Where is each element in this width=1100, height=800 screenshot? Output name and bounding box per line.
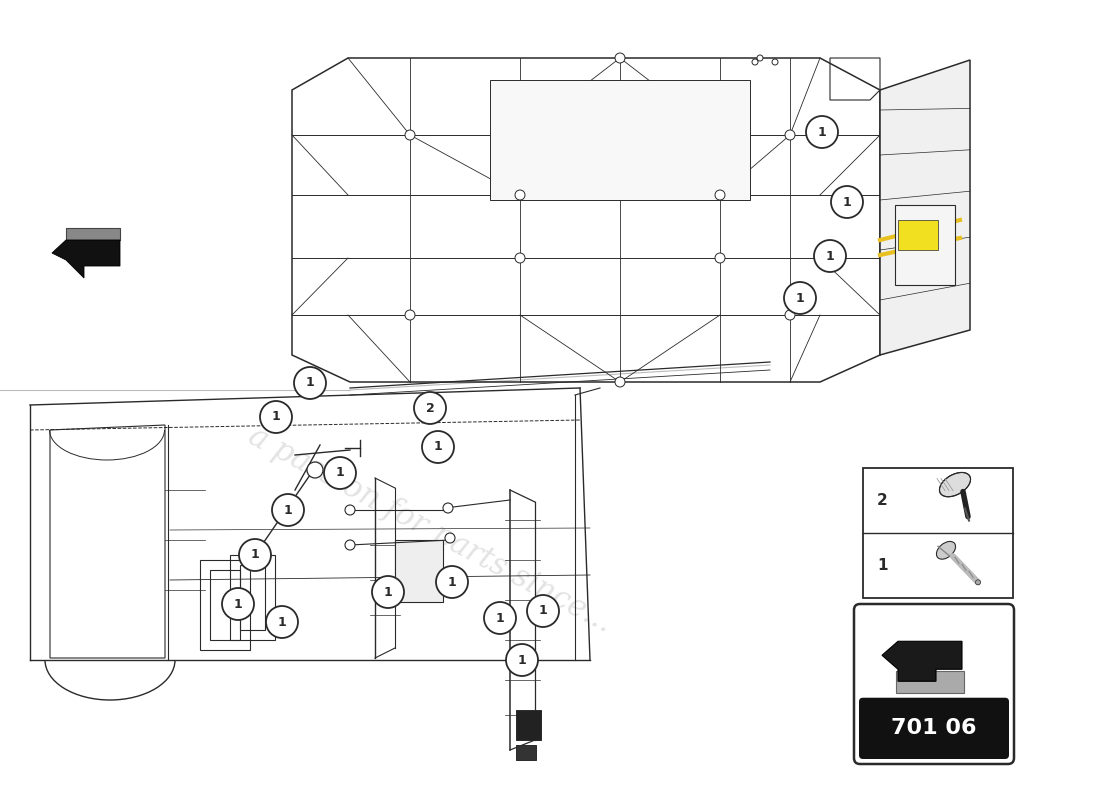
Bar [516,710,541,740]
Circle shape [446,533,455,543]
Text: 1: 1 [251,549,260,562]
Bar [895,205,955,285]
Text: 1: 1 [306,377,315,390]
Bar [240,565,265,630]
Text: 1: 1 [817,126,826,138]
Circle shape [272,494,304,526]
Ellipse shape [936,542,956,559]
Circle shape [443,503,453,513]
Text: 1: 1 [518,654,527,666]
Circle shape [324,457,356,489]
Bar [230,555,275,640]
Circle shape [785,130,795,140]
Text: 1: 1 [233,598,242,610]
Text: 1: 1 [336,466,344,479]
Bar [516,745,536,760]
Circle shape [814,240,846,272]
Circle shape [527,595,559,627]
Circle shape [506,644,538,676]
Text: 2: 2 [426,402,434,414]
Circle shape [615,377,625,387]
Bar [896,671,964,694]
Circle shape [405,130,415,140]
Circle shape [414,392,446,424]
Circle shape [307,462,323,478]
Circle shape [784,282,816,314]
Text: 1: 1 [877,558,888,573]
Text: 1: 1 [496,611,505,625]
Polygon shape [52,240,120,278]
Circle shape [752,59,758,65]
Bar [200,560,250,650]
Circle shape [436,566,468,598]
Bar [210,570,240,640]
Text: 1: 1 [272,410,280,423]
Text: 1: 1 [826,250,835,262]
Circle shape [515,190,525,200]
Circle shape [976,580,980,585]
Text: 1: 1 [448,575,456,589]
Text: 1: 1 [433,441,442,454]
Circle shape [772,59,778,65]
FancyBboxPatch shape [859,698,1009,759]
Circle shape [239,539,271,571]
Text: 701 06: 701 06 [891,718,977,738]
Bar [395,540,443,602]
Circle shape [422,431,454,463]
Ellipse shape [939,473,970,497]
Text: 1: 1 [843,195,851,209]
Circle shape [615,53,625,63]
Circle shape [715,190,725,200]
Circle shape [715,253,725,263]
Circle shape [515,253,525,263]
Bar [490,80,750,200]
Circle shape [405,310,415,320]
Circle shape [757,55,763,61]
Polygon shape [880,60,970,355]
Circle shape [785,310,795,320]
Text: 1: 1 [277,615,286,629]
Circle shape [222,588,254,620]
Bar [898,220,938,250]
Circle shape [294,367,326,399]
Polygon shape [66,228,120,240]
Text: 1: 1 [284,503,293,517]
Text: 1: 1 [539,605,548,618]
Circle shape [345,505,355,515]
Circle shape [830,186,864,218]
Circle shape [806,116,838,148]
Text: 1: 1 [384,586,393,598]
Circle shape [266,606,298,638]
Circle shape [372,576,404,608]
Circle shape [260,401,292,433]
Text: 1: 1 [795,291,804,305]
Text: a passion for parts since...: a passion for parts since... [243,421,617,639]
Bar [864,468,1013,598]
Polygon shape [882,642,962,682]
Circle shape [484,602,516,634]
Circle shape [345,540,355,550]
Text: 2: 2 [877,493,888,508]
FancyBboxPatch shape [854,604,1014,764]
